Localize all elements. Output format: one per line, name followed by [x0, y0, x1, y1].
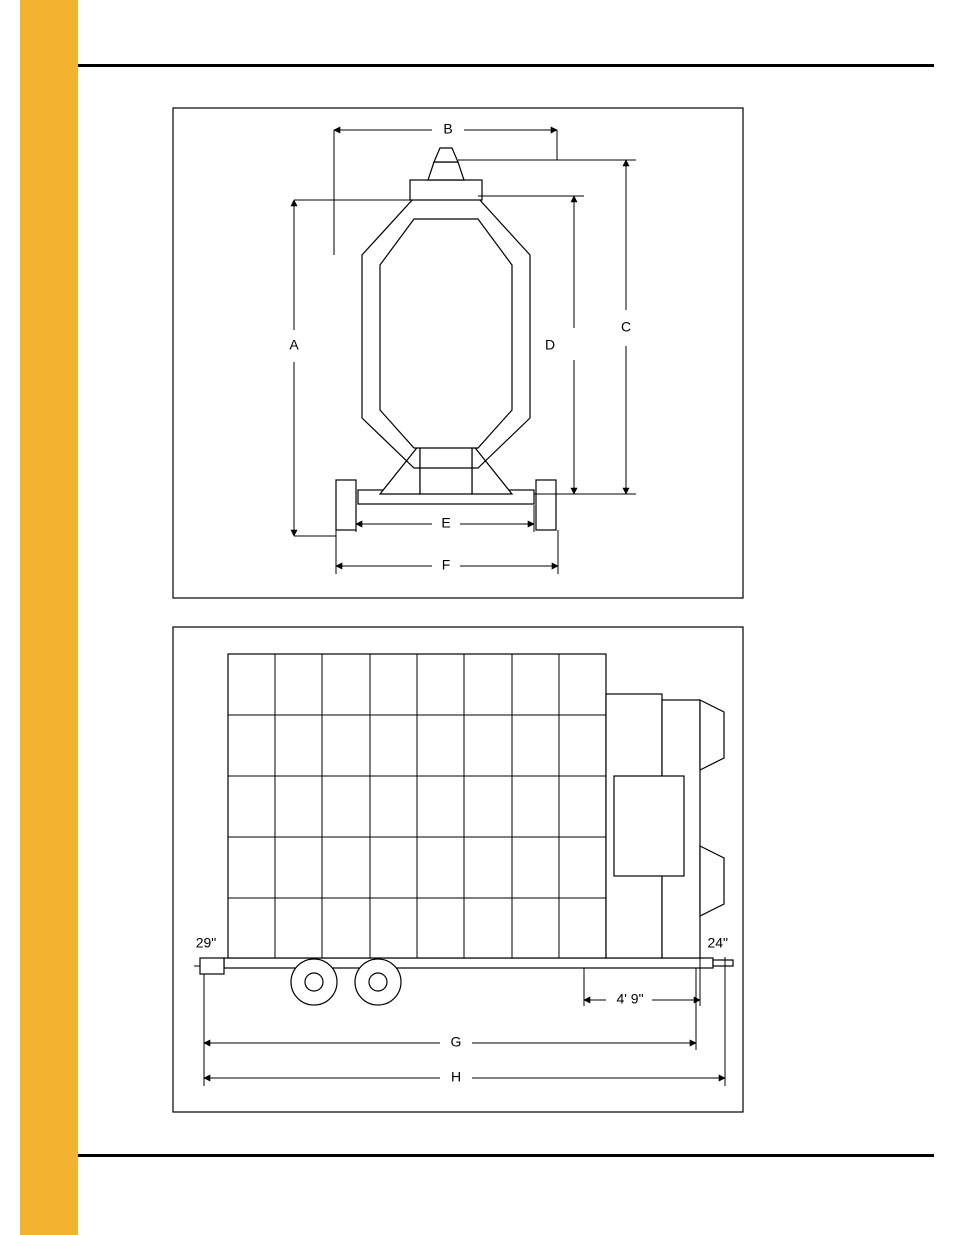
dimension-G-label: G [451, 1034, 462, 1050]
wheel-left [336, 480, 356, 530]
hitch-block [200, 958, 224, 974]
wheel-2 [355, 959, 401, 1005]
dimension-A-label: A [289, 337, 299, 353]
dimension-D-label: D [545, 337, 555, 353]
rear-plenum [606, 694, 724, 958]
dimension-E-label: E [441, 515, 450, 531]
label-rear-offset: 24" [707, 935, 728, 951]
roof-cap-1 [410, 180, 482, 200]
dimension-C-label: C [621, 319, 631, 335]
roof-cap-3 [434, 148, 458, 162]
support-left [380, 444, 420, 494]
roof-cap-2 [428, 162, 464, 180]
dryer-body-lower [380, 219, 512, 448]
dimension-F: F [336, 530, 558, 574]
dimension-B-label: B [443, 121, 452, 137]
page: B C D A [0, 0, 954, 1235]
rear-extension [713, 960, 733, 966]
dryer-body-side [228, 654, 606, 958]
label-hitch-offset: 29" [196, 935, 217, 951]
dimension-H-label: H [451, 1069, 461, 1085]
wheel-right [536, 480, 556, 530]
support-right [472, 444, 512, 494]
figure-side-view: 29" 24" 4' 9" G [173, 627, 743, 1112]
wheel-1 [291, 959, 337, 1005]
label-rear-span: 4' 9" [616, 991, 643, 1007]
figures-svg: B C D A [0, 0, 954, 1235]
dimension-H: H [204, 972, 725, 1086]
dimension-E: E [356, 505, 534, 532]
dimension-F-label: F [442, 557, 451, 573]
figure-top-view: B C D A [173, 108, 743, 598]
